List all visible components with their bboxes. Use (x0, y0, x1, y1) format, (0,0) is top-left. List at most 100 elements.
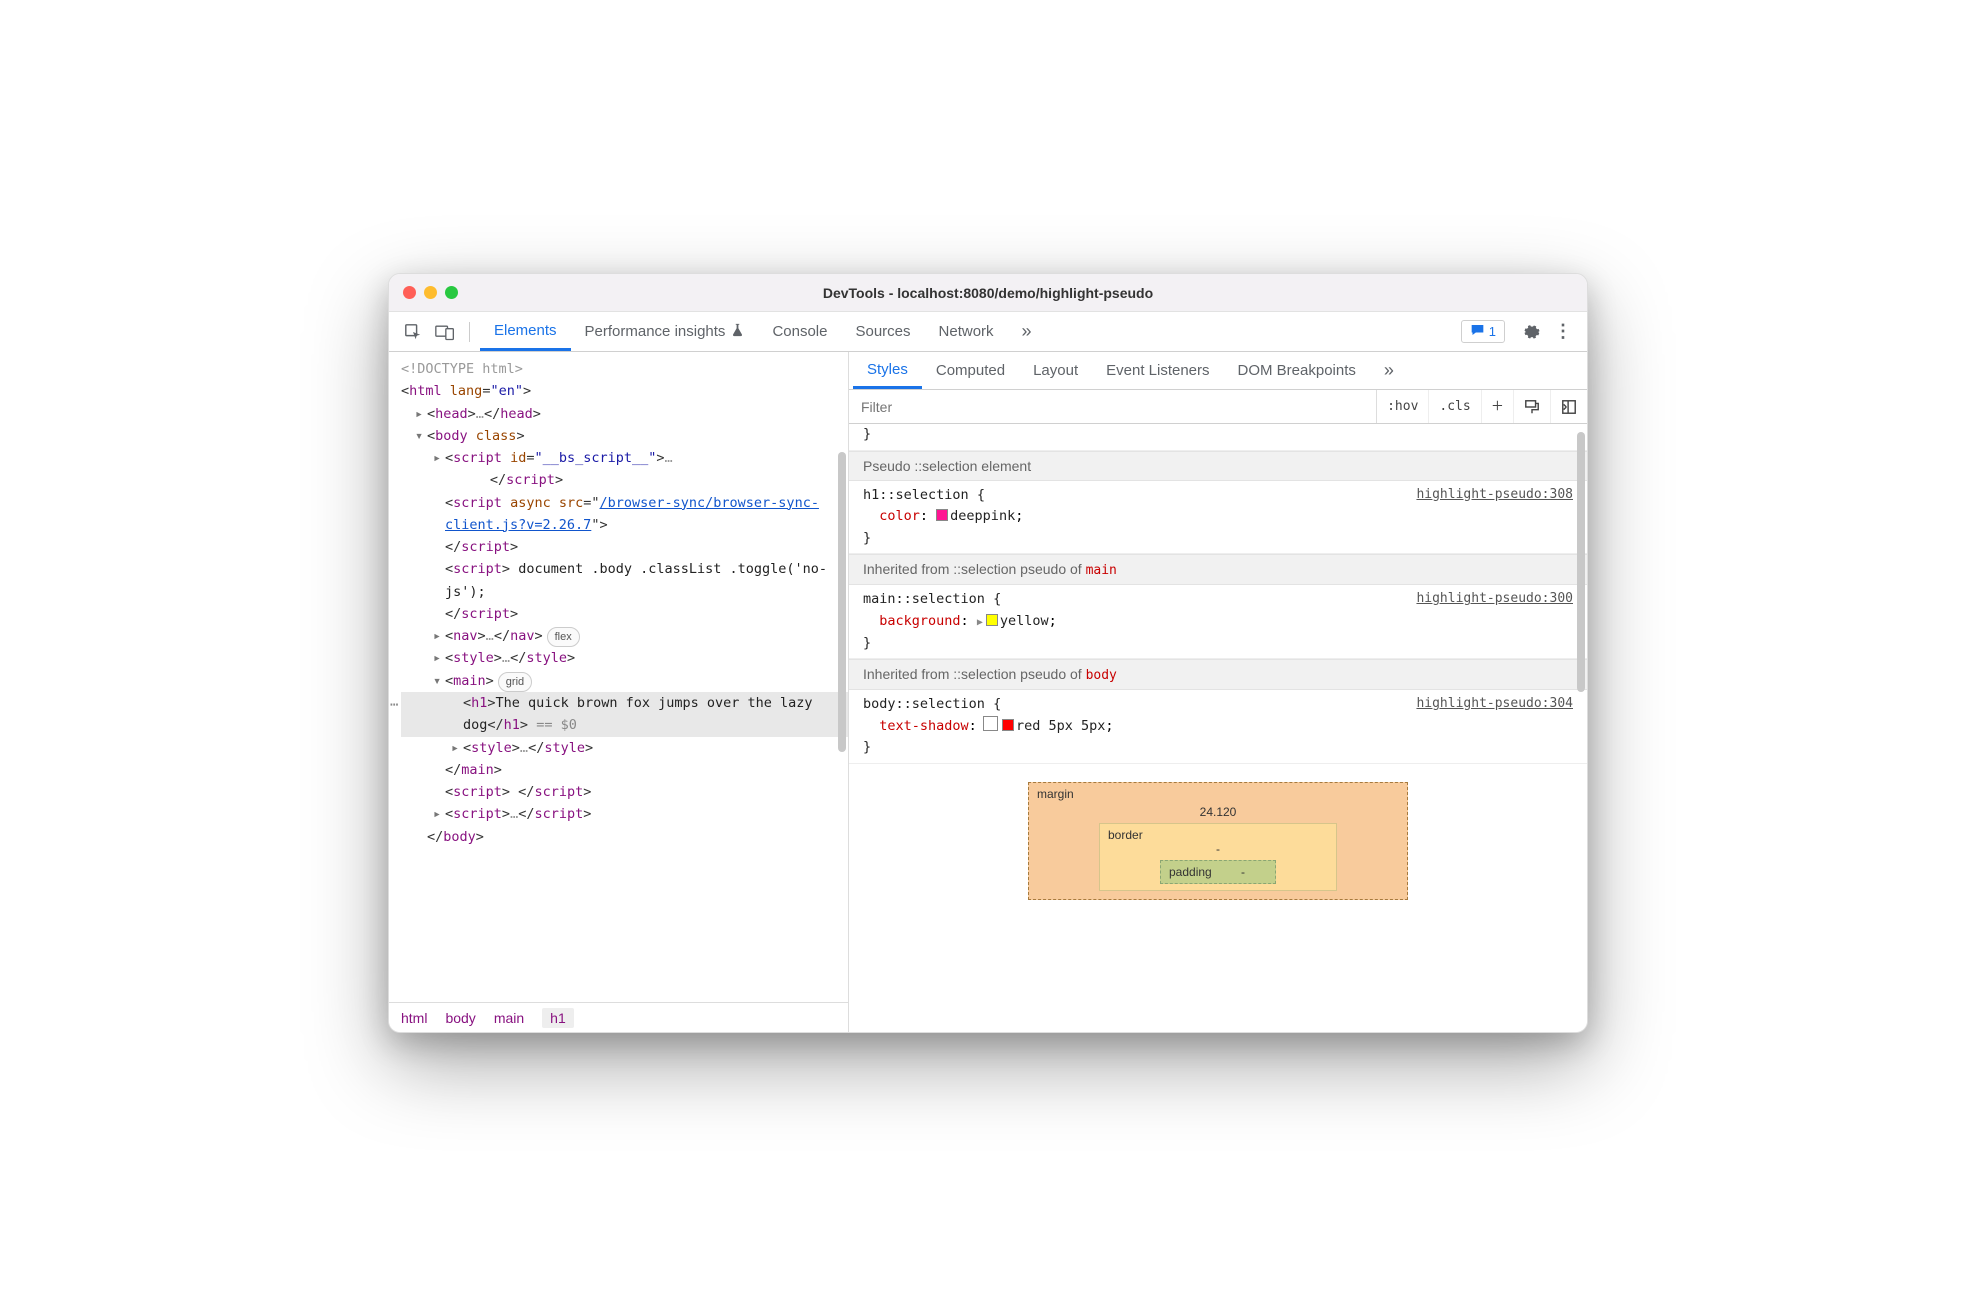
crumb-body[interactable]: body (445, 1010, 475, 1026)
box-model-border[interactable]: border - padding - (1099, 823, 1337, 891)
source-link[interactable]: highlight-pseudo:304 (1416, 694, 1573, 715)
devtools-window: DevTools - localhost:8080/demo/highlight… (388, 273, 1588, 1033)
style-node-1[interactable]: ▸<style>…</style> (401, 647, 848, 669)
padding-label: padding (1169, 865, 1212, 879)
device-toggle-icon[interactable] (431, 319, 459, 345)
crumb-main[interactable]: main (494, 1010, 524, 1026)
style-node-2[interactable]: ▸<style>…</style> (401, 737, 848, 759)
grid-badge[interactable]: grid (498, 672, 532, 692)
prop-name[interactable]: color (879, 508, 920, 524)
source-link[interactable]: highlight-pseudo:300 (1416, 589, 1573, 610)
prop-value[interactable]: red 5px 5px (1016, 718, 1105, 734)
section-header-element[interactable]: main (1086, 563, 1117, 578)
html-open-tag[interactable]: <html lang="en"> (401, 380, 848, 402)
script-empty-node[interactable]: <script> </script> (401, 781, 848, 803)
rule-selector[interactable]: body::selection (863, 696, 985, 712)
scrollbar-icon[interactable] (838, 452, 846, 752)
flex-badge[interactable]: flex (547, 627, 580, 647)
crumb-h1[interactable]: h1 (542, 1008, 574, 1028)
rule-body-selection[interactable]: highlight-pseudo:304 body::selection { t… (849, 690, 1587, 764)
more-subtabs-icon[interactable]: » (1370, 352, 1408, 389)
margin-label: margin (1037, 787, 1074, 801)
doctype-node[interactable]: <!DOCTYPE html> (401, 358, 848, 380)
section-header-inherited-body: Inherited from ::selection pseudo of bod… (849, 659, 1587, 690)
script-bs-node[interactable]: ▸<script id="__bs_script__">… </script> (401, 447, 848, 492)
box-model-padding[interactable]: padding - (1160, 860, 1276, 884)
head-node[interactable]: ▸<head>…</head> (401, 403, 848, 425)
main-open-tag[interactable]: ▾<main>grid (401, 670, 848, 692)
window-controls (389, 286, 458, 299)
script-inline-node[interactable]: <script> document .body .classList .togg… (401, 558, 848, 625)
kebab-menu-icon[interactable]: ⋮ (1549, 319, 1577, 345)
tab-sources[interactable]: Sources (841, 312, 924, 351)
color-swatch-icon[interactable] (1002, 719, 1014, 731)
inspect-element-icon[interactable] (399, 319, 427, 345)
script-collapsed-node[interactable]: ▸<script>…</script> (401, 803, 848, 825)
script-async-node[interactable]: <script async src="/browser-sync/browser… (401, 492, 848, 559)
sidebar-tabs: Styles Computed Layout Event Listeners D… (849, 352, 1587, 390)
tab-elements[interactable]: Elements (480, 312, 571, 351)
section-header-element[interactable]: body (1086, 668, 1117, 683)
computed-toggle-icon[interactable] (1551, 390, 1587, 423)
h1-node-selected[interactable]: <h1>The quick brown fox jumps over the l… (401, 692, 848, 737)
main-close-tag[interactable]: </main> (401, 759, 848, 781)
rule-fragment-top[interactable]: } (849, 424, 1587, 451)
main-tabs: Elements Performance insights Console So… (480, 312, 1046, 351)
nav-node[interactable]: ▸<nav>…</nav>flex (401, 625, 848, 647)
source-link[interactable]: highlight-pseudo:308 (1416, 485, 1573, 506)
prop-value[interactable]: deeppink (950, 508, 1015, 524)
margin-top-value[interactable]: 24.120 (1200, 805, 1237, 819)
close-window-button[interactable] (403, 286, 416, 299)
toolbar-separator (469, 322, 470, 342)
maximize-window-button[interactable] (445, 286, 458, 299)
body-close-tag[interactable]: </body> (401, 826, 848, 848)
hov-toggle[interactable]: :hov (1377, 390, 1429, 423)
body-open-tag[interactable]: ▾<body class> (401, 425, 848, 447)
scrollbar-icon[interactable] (1577, 432, 1585, 692)
settings-gear-icon[interactable] (1517, 319, 1545, 345)
devtools-toolbar: Elements Performance insights Console So… (389, 312, 1587, 352)
paint-icon[interactable] (1514, 390, 1551, 423)
section-header-text: Inherited from ::selection pseudo of (863, 561, 1086, 577)
breadcrumb: html body main h1 (389, 1002, 848, 1032)
subtab-event-listeners[interactable]: Event Listeners (1092, 352, 1223, 389)
box-model[interactable]: margin 24.120 border - padding - (849, 764, 1587, 900)
expand-shorthand-icon[interactable]: ▶ (977, 617, 983, 628)
shadow-editor-icon[interactable] (985, 718, 998, 731)
crumb-html[interactable]: html (401, 1010, 427, 1026)
rule-h1-selection[interactable]: highlight-pseudo:308 h1::selection { col… (849, 481, 1587, 555)
minimize-window-button[interactable] (424, 286, 437, 299)
subtab-layout[interactable]: Layout (1019, 352, 1092, 389)
rule-selector[interactable]: h1::selection (863, 487, 969, 503)
styles-panel: Styles Computed Layout Event Listeners D… (849, 352, 1587, 1032)
flask-icon (731, 323, 744, 341)
filter-bar: :hov .cls + (849, 390, 1587, 424)
filter-input[interactable] (849, 390, 1377, 423)
rule-selector[interactable]: main::selection (863, 591, 985, 607)
cls-toggle[interactable]: .cls (1429, 390, 1481, 423)
new-style-rule-icon[interactable]: + (1482, 390, 1514, 423)
prop-name[interactable]: background (879, 613, 960, 629)
section-header-inherited-main: Inherited from ::selection pseudo of mai… (849, 554, 1587, 585)
issues-button[interactable]: 1 (1461, 320, 1505, 343)
tab-network[interactable]: Network (925, 312, 1008, 351)
message-icon (1470, 323, 1485, 340)
tab-console[interactable]: Console (758, 312, 841, 351)
section-header-pseudo: Pseudo ::selection element (849, 451, 1587, 481)
prop-value[interactable]: yellow (1000, 613, 1049, 629)
rule-main-selection[interactable]: highlight-pseudo:300 main::selection { b… (849, 585, 1587, 659)
padding-top-value[interactable]: - (1241, 865, 1245, 879)
border-top-value[interactable]: - (1216, 842, 1220, 856)
subtab-styles[interactable]: Styles (853, 352, 922, 389)
subtab-computed[interactable]: Computed (922, 352, 1019, 389)
dom-tree[interactable]: <!DOCTYPE html> <html lang="en"> ▸<head>… (389, 352, 848, 1002)
styles-rules: } Pseudo ::selection element highlight-p… (849, 424, 1587, 1032)
tab-performance-insights[interactable]: Performance insights (571, 312, 759, 351)
box-model-margin[interactable]: margin 24.120 border - padding - (1028, 782, 1408, 900)
more-tabs-icon[interactable]: » (1008, 312, 1046, 351)
subtab-dom-breakpoints[interactable]: DOM Breakpoints (1224, 352, 1370, 389)
prop-name[interactable]: text-shadow (879, 718, 968, 734)
color-swatch-icon[interactable] (986, 614, 998, 626)
main-panel: <!DOCTYPE html> <html lang="en"> ▸<head>… (389, 352, 1587, 1032)
color-swatch-icon[interactable] (936, 509, 948, 521)
